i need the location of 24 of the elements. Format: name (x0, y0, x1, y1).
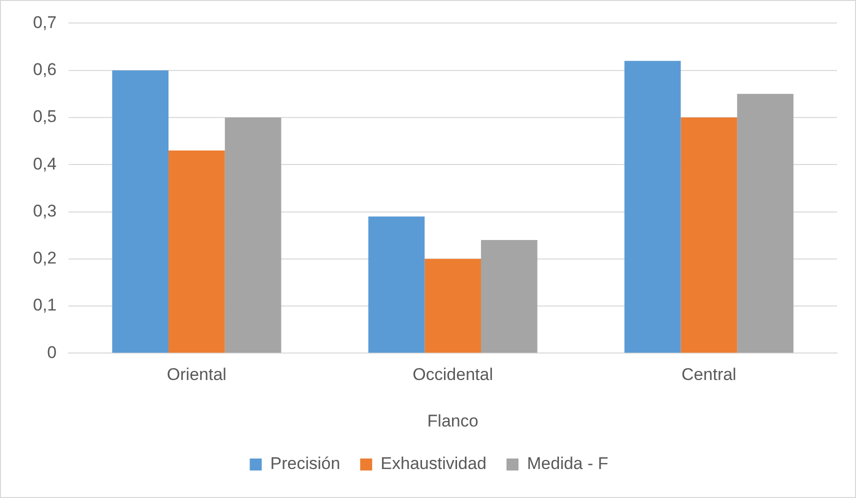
bar (368, 216, 425, 353)
legend-label: Exhaustividad (380, 454, 487, 474)
bar (224, 117, 282, 353)
legend-label: Precisión (270, 454, 340, 474)
bar (112, 70, 169, 353)
x-tick-label: Occidental (412, 365, 493, 384)
x-tick-label: Central (682, 365, 736, 384)
x-axis-title: Flanco (427, 411, 478, 430)
y-tick-label: 0,3 (32, 201, 57, 220)
y-tick-label: 0 (47, 342, 57, 362)
y-tick-label: 0,7 (32, 12, 57, 32)
x-tick-label: Oriental (166, 365, 226, 384)
y-tick-label: 0,1 (32, 296, 57, 315)
y-tick-label: 0,6 (32, 60, 57, 80)
y-tick-label: 0,2 (32, 248, 57, 268)
bar (680, 117, 738, 353)
bar (737, 94, 794, 353)
y-tick-label: 0,5 (32, 107, 57, 126)
bar (480, 240, 538, 353)
legend-label: Medida - F (527, 454, 608, 474)
bar (624, 60, 681, 353)
y-tick-label: 0,4 (32, 154, 57, 174)
bar (424, 258, 481, 353)
bar (168, 150, 225, 353)
